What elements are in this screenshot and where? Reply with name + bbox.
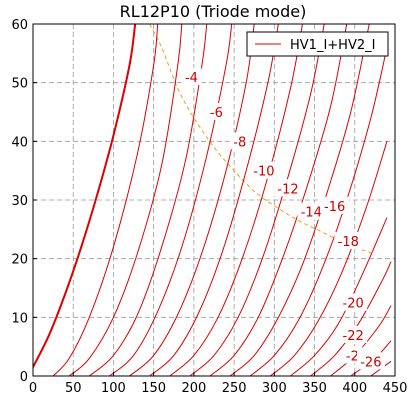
curve-label-bg bbox=[274, 179, 303, 197]
y-tick-label: 30 bbox=[11, 194, 28, 209]
curve-label: -8 bbox=[233, 135, 246, 150]
series-line bbox=[249, 47, 388, 376]
series-line bbox=[109, 24, 233, 376]
x-tick-label: 450 bbox=[383, 381, 408, 396]
curve-label-bg bbox=[297, 202, 326, 220]
series-line bbox=[88, 24, 208, 376]
x-tick-label: 350 bbox=[302, 381, 327, 396]
curve-label-bg bbox=[229, 132, 250, 150]
y-tick-label: 60 bbox=[11, 18, 28, 33]
series-line bbox=[52, 24, 159, 376]
curve-label-bg bbox=[181, 67, 202, 85]
series-line bbox=[290, 217, 388, 376]
series-line bbox=[169, 24, 303, 376]
x-tick-label: 150 bbox=[141, 381, 166, 396]
x-tick-label: 0 bbox=[29, 381, 37, 396]
curve-label-bg bbox=[339, 325, 368, 343]
series-line bbox=[330, 305, 392, 376]
curve-label-bg bbox=[206, 103, 227, 120]
y-tick-label: 10 bbox=[11, 311, 28, 326]
curve-label: -14 bbox=[301, 206, 322, 221]
x-tick-label: 50 bbox=[65, 381, 82, 396]
curve-label-bg bbox=[339, 293, 368, 311]
curve-label-bg bbox=[320, 196, 349, 214]
curve-labels-layer: -4 -6 -8 -10-12-14 -16 -18 -20 -22 -2 -26 bbox=[181, 67, 385, 370]
curve-label: -16 bbox=[324, 200, 345, 215]
y-tick-label: 20 bbox=[11, 253, 28, 268]
curve-label: -2 bbox=[346, 349, 359, 364]
curve-label: -20 bbox=[343, 297, 364, 312]
series-line bbox=[310, 261, 392, 376]
curve-label-bg bbox=[249, 161, 278, 179]
series-line bbox=[189, 24, 325, 376]
ticks-layer: 0 50 100 150 200 250 300 350 400 450 0 10 20 30 40 50 60 bbox=[11, 18, 407, 396]
x-tick-label: 300 bbox=[262, 381, 287, 396]
curve-label: -22 bbox=[343, 329, 364, 344]
chart-title: RL12P10 (Triode mode) bbox=[120, 2, 307, 21]
y-tick-label: 50 bbox=[11, 77, 28, 92]
x-tick-label: 200 bbox=[181, 381, 206, 396]
series-line bbox=[68, 24, 183, 376]
curve-label: -6 bbox=[210, 106, 223, 121]
y-tick-label: 0 bbox=[20, 370, 28, 385]
legend: HV1_I+HV2_I bbox=[246, 31, 389, 57]
y-tick-label: 40 bbox=[11, 135, 28, 150]
curve-label: -4 bbox=[185, 71, 198, 86]
curve-label: -10 bbox=[253, 165, 274, 180]
dissipation-curve bbox=[149, 24, 372, 254]
series-line bbox=[209, 24, 348, 376]
series-line bbox=[129, 24, 255, 376]
curve-label: -26 bbox=[360, 355, 381, 370]
curve-label-bg bbox=[356, 352, 385, 370]
series-line bbox=[149, 24, 279, 376]
curve-label: -12 bbox=[277, 182, 298, 197]
curve-label-bg bbox=[334, 232, 363, 250]
x-tick-label: 100 bbox=[101, 381, 126, 396]
curves-layer bbox=[33, 24, 392, 376]
series-line bbox=[33, 24, 137, 368]
x-tick-label: 250 bbox=[222, 381, 247, 396]
series-line bbox=[229, 24, 370, 376]
curve-label: -18 bbox=[338, 235, 359, 250]
legend-label: HV1_I+HV2_I bbox=[290, 38, 375, 53]
x-tick-label: 400 bbox=[342, 381, 367, 396]
series-line bbox=[269, 141, 388, 376]
